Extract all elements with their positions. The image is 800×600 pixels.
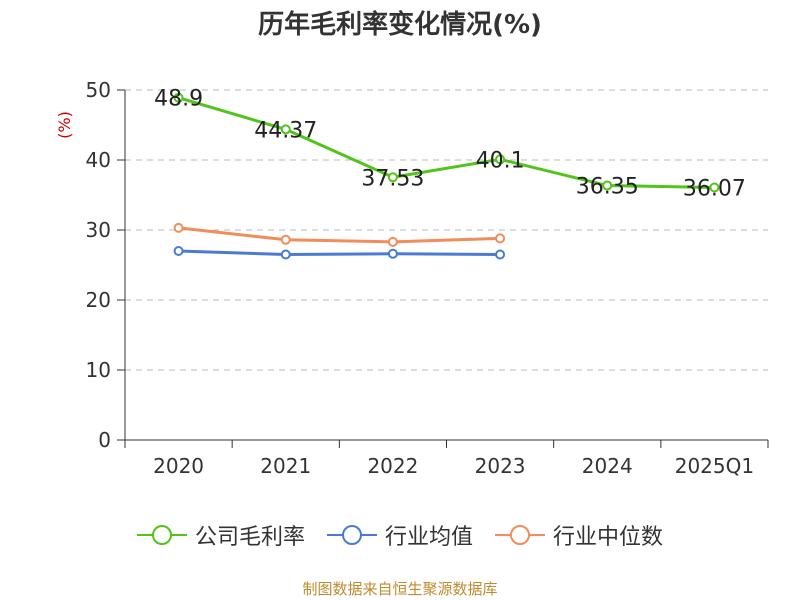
data-label: 40.1 <box>476 148 525 173</box>
data-point[interactable] <box>495 249 506 260</box>
data-source-note: 制图数据来自恒生聚源数据库 <box>302 580 498 598</box>
data-point[interactable] <box>173 246 184 256</box>
y-tick-label: 30 <box>86 218 111 242</box>
x-tick-label: 2022 <box>367 454 418 478</box>
data-point[interactable] <box>280 249 291 260</box>
y-axis-label: (%) <box>55 111 74 139</box>
axes: 0 10 20 30 40 50 2020 2021 2022 2023 2024 2025Q1 <box>86 78 769 478</box>
legend-item-company[interactable]: 公司毛利率 <box>136 519 305 551</box>
y-tick-label: 0 <box>98 428 111 452</box>
data-point[interactable] <box>602 180 613 191</box>
legend-item-industry-mean[interactable]: 行业均值 <box>326 519 473 551</box>
data-labels: 48.9 44.37 37.53 40.1 36.35 36.07 <box>154 87 746 202</box>
legend-line-icon <box>136 525 187 545</box>
data-label: 37.53 <box>361 166 424 191</box>
data-label: 36.07 <box>683 177 746 202</box>
y-tick-label: 20 <box>86 288 111 312</box>
data-point[interactable] <box>387 172 398 183</box>
series-lines <box>173 92 720 260</box>
data-point[interactable] <box>387 248 398 259</box>
series-line <box>178 96 715 190</box>
data-point[interactable] <box>495 233 506 244</box>
data-point[interactable] <box>173 222 184 233</box>
data-label: 48.9 <box>154 87 203 112</box>
legend-label: 行业中位数 <box>553 525 664 550</box>
data-point[interactable] <box>280 124 291 135</box>
legend-item-industry-median[interactable]: 行业中位数 <box>495 519 663 551</box>
x-tick-label: 2023 <box>475 454 526 478</box>
legend-line-icon <box>495 525 545 545</box>
x-tick-label: 2025Q1 <box>675 454 754 478</box>
data-point[interactable] <box>495 154 506 165</box>
y-tick-label: 40 <box>86 148 111 172</box>
legend: 公司毛利率 行业均值 行业中位数 <box>0 519 800 551</box>
x-tick-label: 2020 <box>153 454 204 478</box>
legend-label: 公司毛利率 <box>194 525 305 550</box>
legend-label: 行业均值 <box>384 525 473 550</box>
series-line <box>178 249 501 256</box>
data-label: 44.37 <box>254 118 317 143</box>
y-tick-label: 50 <box>86 78 111 102</box>
data-point[interactable] <box>387 236 398 247</box>
x-tick-label: 2021 <box>260 454 311 478</box>
chart-title: 历年毛利率变化情况(%) <box>258 10 542 40</box>
gridlines <box>125 89 768 371</box>
legend-line-icon <box>326 525 377 545</box>
data-point[interactable] <box>709 182 720 193</box>
data-label: 36.35 <box>576 175 639 200</box>
data-point[interactable] <box>280 234 291 245</box>
y-tick-label: 10 <box>86 358 111 382</box>
data-point[interactable] <box>173 92 184 103</box>
series-line <box>178 226 501 244</box>
x-tick-label: 2024 <box>582 454 633 478</box>
